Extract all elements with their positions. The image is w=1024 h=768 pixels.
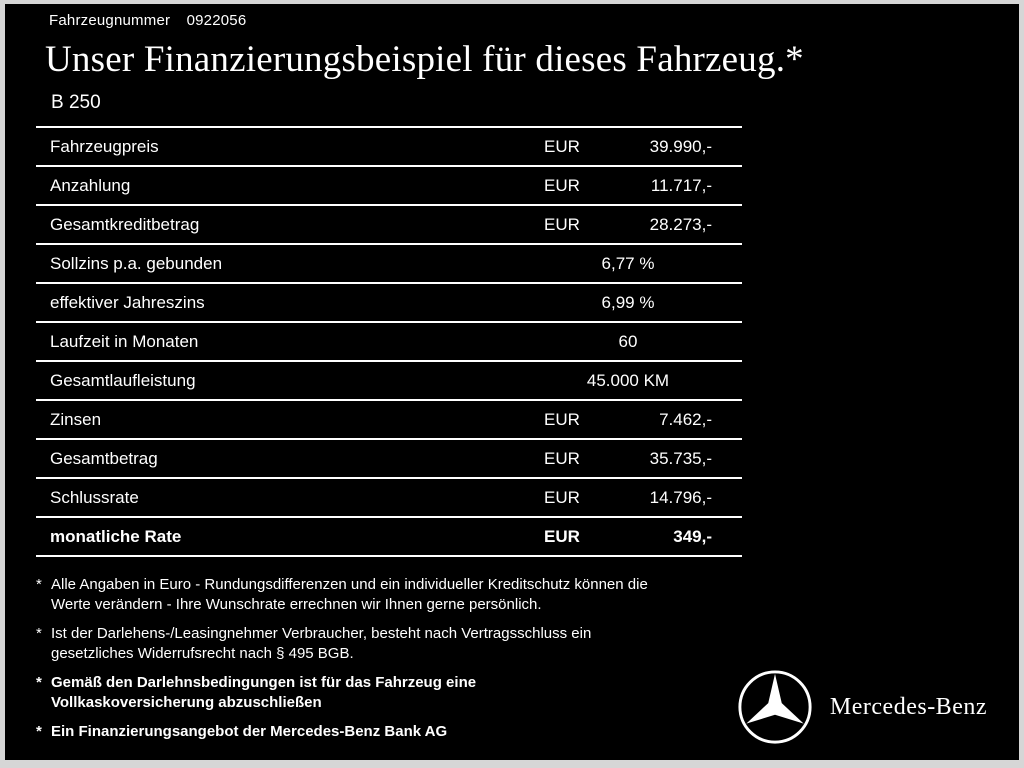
row-amount: 35.735,-: [649, 448, 712, 468]
row-amount: 28.273,-: [649, 214, 712, 234]
table-row: Zinsen EUR 7.462,-: [36, 399, 742, 438]
row-value: 60: [618, 331, 638, 351]
footnote-item: * Gemäß den Darlehnsbedingungen ist für d…: [36, 673, 752, 713]
table-row: Sollzins p.a. gebunden 6,77 %: [36, 243, 742, 282]
footnote-item: * Alle Angaben in Euro - Rundungsdifferen…: [36, 575, 752, 615]
row-currency: EUR: [544, 526, 580, 546]
row-label: Gesamtbetrag: [50, 448, 158, 468]
row-currency: EUR: [544, 136, 580, 156]
footnote-item: * Ist der Darlehens-/Leasingnehmer Verbra…: [36, 624, 752, 664]
row-label: Schlussrate: [50, 487, 139, 507]
row-value: EUR 7.462,-: [544, 410, 712, 430]
footnote-text: Gemäß den Darlehnsbedingungen ist für da…: [51, 674, 477, 711]
row-label: Gesamtlaufleistung: [50, 370, 196, 390]
row-amount: 7.462,-: [659, 409, 712, 429]
row-amount: 349,-: [673, 526, 712, 546]
table-row: Anzahlung EUR 11.717,-: [36, 165, 742, 204]
row-value: EUR 28.273,-: [544, 215, 712, 235]
footnote-text: Ist der Darlehens-/Leasingnehmer Verbrau…: [51, 625, 592, 662]
mercedes-star-logo: [738, 670, 812, 744]
brand-area: Mercedes-Benz: [736, 668, 987, 746]
row-label: effektiver Jahreszins: [50, 292, 205, 312]
brand-name: Mercedes-Benz: [829, 693, 987, 720]
table-row: Fahrzeugpreis EUR 39.990,-: [36, 126, 742, 165]
table-row: Schlussrate EUR 14.796,-: [36, 477, 742, 516]
row-value: EUR 39.990,-: [544, 137, 712, 157]
table-row: Laufzeit in Monaten 60: [36, 321, 742, 360]
finance-table: Fahrzeugpreis EUR 39.990,- Anzahlung EUR 11.7…: [36, 126, 742, 557]
footnote-text: Alle Angaben in Euro - Rundungsdifferenz…: [51, 576, 648, 613]
row-currency: EUR: [544, 175, 580, 195]
row-currency: EUR: [544, 214, 580, 234]
row-label: Zinsen: [50, 409, 102, 429]
row-amount: 39.990,-: [649, 136, 712, 156]
row-currency: EUR: [544, 409, 580, 429]
row-label: Anzahlung: [50, 175, 131, 195]
footnote-marker: *: [36, 576, 42, 593]
row-value: EUR 349,-: [544, 527, 712, 547]
page-title: Unser Finanzierungsbeispiel für dieses F…: [45, 39, 804, 80]
row-currency: EUR: [544, 448, 580, 468]
finance-offer-page: Fahrzeugnummer 0922056 Unser Finanzierun…: [5, 4, 1019, 760]
footnote-text: Ein Finanzierungsangebot der Mercedes-Be…: [51, 723, 448, 740]
footnotes: * Alle Angaben in Euro - Rundungsdifferen…: [36, 575, 752, 751]
footnote-marker: *: [36, 674, 42, 691]
vehicle-model: B 250: [51, 92, 101, 113]
row-value: EUR 35.735,-: [544, 449, 712, 469]
vehicle-number: Fahrzeugnummer 0922056: [49, 12, 246, 29]
vehicle-number-label: Fahrzeugnummer: [49, 12, 171, 29]
row-currency: EUR: [544, 487, 580, 507]
table-row: Gesamtlaufleistung 45.000 KM: [36, 360, 742, 399]
table-row: effektiver Jahreszins 6,99 %: [36, 282, 742, 321]
vehicle-number-value: 0922056: [186, 12, 247, 29]
table-row: Gesamtkreditbetrag EUR 28.273,-: [36, 204, 742, 243]
row-value: 6,77 %: [601, 253, 655, 273]
footnote-marker: *: [36, 625, 42, 642]
row-label: monatliche Rate: [50, 526, 182, 546]
row-amount: 11.717,-: [650, 175, 712, 195]
row-value: 45.000 KM: [586, 370, 670, 390]
table-row: Gesamtbetrag EUR 35.735,-: [36, 438, 742, 477]
row-value: 6,99 %: [601, 292, 655, 312]
row-label: Gesamtkreditbetrag: [50, 214, 200, 234]
row-label: Laufzeit in Monaten: [50, 331, 199, 351]
row-value: EUR 14.796,-: [544, 488, 712, 508]
footnote-item: * Ein Finanzierungsangebot der Mercedes-B…: [36, 722, 752, 742]
row-label: Fahrzeugpreis: [50, 136, 159, 156]
footnote-marker: *: [36, 723, 42, 740]
table-row: monatliche Rate EUR 349,-: [36, 516, 742, 555]
row-amount: 14.796,-: [649, 487, 712, 507]
row-label: Sollzins p.a. gebunden: [50, 253, 223, 273]
row-value: EUR 11.717,-: [544, 176, 712, 196]
